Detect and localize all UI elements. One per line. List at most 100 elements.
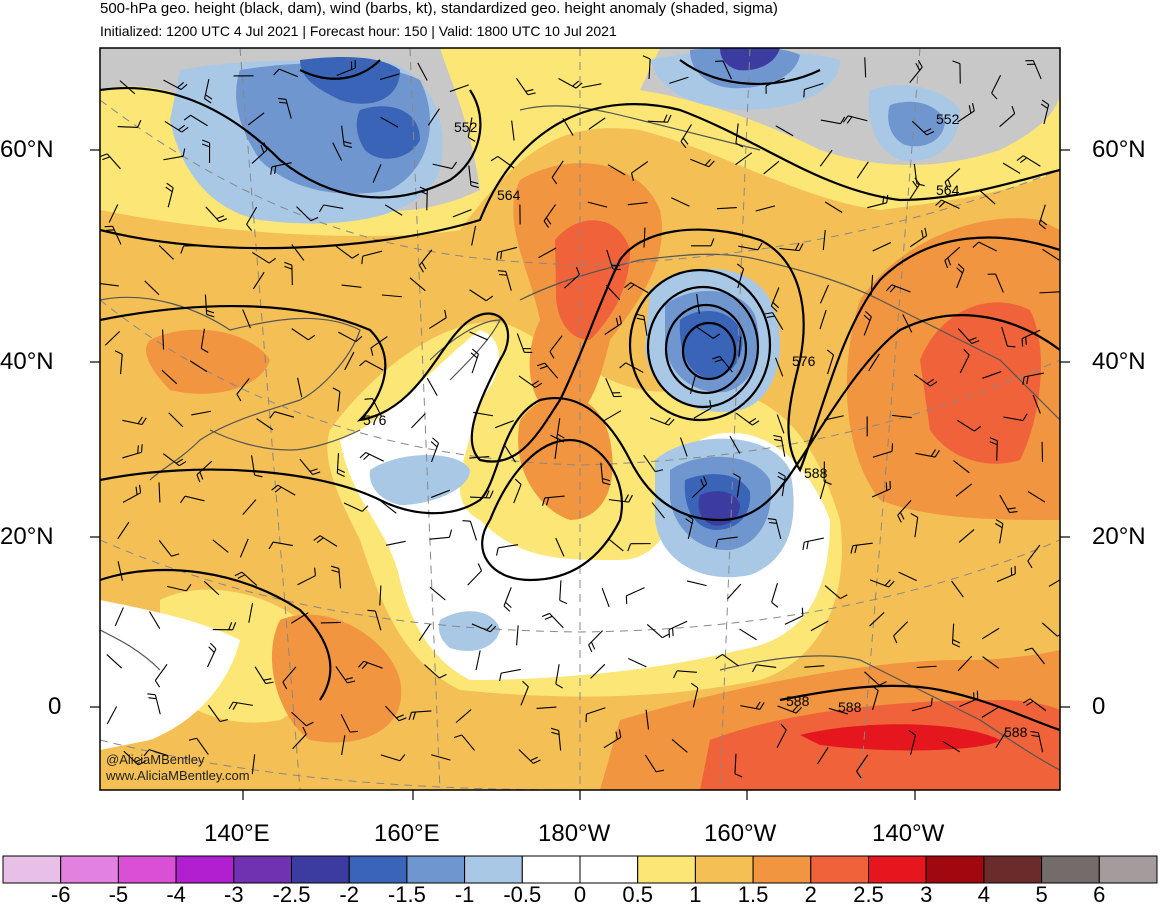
- wind-barb: [605, 284, 621, 301]
- wind-barb: [588, 117, 606, 130]
- wind-barb-flag: [470, 180, 479, 185]
- wind-barb-flag: [312, 471, 321, 475]
- wind-barb: [784, 615, 804, 625]
- wind-barb-flag: [361, 505, 369, 512]
- wind-barb: [426, 377, 438, 396]
- wind-barb-flag: [1027, 560, 1033, 569]
- wind-barb: [384, 204, 403, 216]
- wind-barb-flag: [137, 445, 139, 454]
- wind-barb-flag: [236, 393, 242, 402]
- wind-barb: [162, 453, 180, 467]
- wind-barb-flag: [430, 441, 438, 448]
- wind-barb: [365, 451, 385, 462]
- wind-barb-flag: [714, 359, 723, 363]
- wind-barb-flag: [715, 539, 719, 548]
- wind-barb: [296, 206, 312, 222]
- credit-site: www.AliciaMBentley.com: [106, 768, 250, 783]
- wind-barb-flag: [944, 260, 949, 269]
- wind-barb: [341, 284, 362, 288]
- wind-barb-flag: [989, 437, 998, 442]
- wind-barb: [978, 241, 997, 252]
- lon-label: 140°W: [872, 820, 945, 847]
- colorbar-label: 0: [573, 882, 587, 907]
- wind-barb: [915, 452, 936, 458]
- wind-barb: [819, 309, 827, 330]
- wind-barb-flag: [963, 348, 970, 356]
- wind-barb: [164, 120, 183, 133]
- wind-barb-flag: [216, 215, 225, 220]
- wind-barb: [555, 664, 560, 685]
- wind-barb-flag: [712, 333, 721, 339]
- wind-barb: [871, 488, 891, 498]
- wind-barb: [824, 585, 841, 599]
- wind-barb: [739, 628, 757, 641]
- wind-barb: [824, 415, 844, 421]
- wind-barb-flag: [364, 397, 373, 400]
- wind-barb: [630, 282, 649, 294]
- wind-barb-flag: [884, 579, 891, 586]
- wind-barb: [1001, 326, 1008, 347]
- wind-barb-flag: [412, 711, 416, 720]
- wind-barb-flag: [477, 563, 483, 571]
- wind-barb: [627, 202, 648, 206]
- wind-barb: [646, 624, 663, 639]
- wind-barb-flag: [278, 101, 288, 104]
- wind-barb-flag: [619, 362, 627, 369]
- wind-barb: [119, 80, 136, 95]
- contour-label: 576: [792, 353, 816, 369]
- wind-barb-flag: [850, 545, 854, 554]
- wind-barb-flag: [439, 673, 447, 679]
- colorbar-swatch: [348, 855, 408, 884]
- wind-barb-flag: [795, 706, 802, 714]
- wind-barb-flag: [748, 417, 757, 424]
- wind-barb: [819, 479, 827, 499]
- anomaly-white-central: [340, 330, 830, 680]
- contour-label: 588: [838, 699, 862, 715]
- wind-barb-flag: [263, 678, 272, 681]
- wind-barb-flag: [663, 114, 668, 123]
- wind-barb: [252, 271, 265, 290]
- wind-barb: [958, 529, 975, 543]
- anomaly-red-east: [920, 302, 1041, 464]
- wind-barb-flag: [916, 183, 925, 187]
- wind-barb: [740, 705, 761, 710]
- contour-label: 588: [786, 693, 810, 709]
- wind-barb: [503, 587, 512, 607]
- wind-barb: [163, 79, 182, 91]
- wind-barb: [467, 570, 482, 586]
- wind-barb-flag: [210, 642, 217, 650]
- contour-label: 588: [804, 465, 828, 481]
- wind-barb: [559, 580, 562, 601]
- wind-barb: [544, 362, 559, 379]
- wind-barb: [239, 538, 249, 558]
- wind-barb: [601, 587, 610, 608]
- wind-barb: [380, 754, 401, 762]
- wind-barb-flag: [527, 92, 536, 96]
- wind-barb: [996, 440, 998, 461]
- wind-barb: [893, 621, 909, 637]
- wind-barb-flag: [1022, 376, 1025, 385]
- lon-label: 180°W: [538, 820, 611, 847]
- wind-barb-flag: [1016, 155, 1024, 161]
- wind-barb-flag: [947, 179, 952, 187]
- wind-barb-flag: [183, 114, 191, 121]
- wind-barb: [411, 710, 432, 713]
- wind-barb: [804, 665, 825, 668]
- wind-barb-flag: [228, 622, 233, 630]
- wind-barb-flag: [627, 543, 632, 552]
- wind-barb: [511, 120, 515, 141]
- wind-barb: [941, 199, 960, 210]
- height-contours: [100, 59, 1060, 732]
- wind-barb: [432, 163, 453, 170]
- wind-barb: [781, 476, 786, 497]
- wind-barb-flag: [846, 116, 853, 124]
- wind-barb: [343, 502, 363, 512]
- wind-barb: [1043, 104, 1050, 125]
- wind-barb: [679, 437, 688, 457]
- wind-barb: [242, 309, 251, 329]
- wind-barb: [696, 293, 700, 314]
- wind-barb: [380, 73, 400, 80]
- wind-barb: [856, 754, 869, 772]
- wind-barb: [363, 660, 383, 669]
